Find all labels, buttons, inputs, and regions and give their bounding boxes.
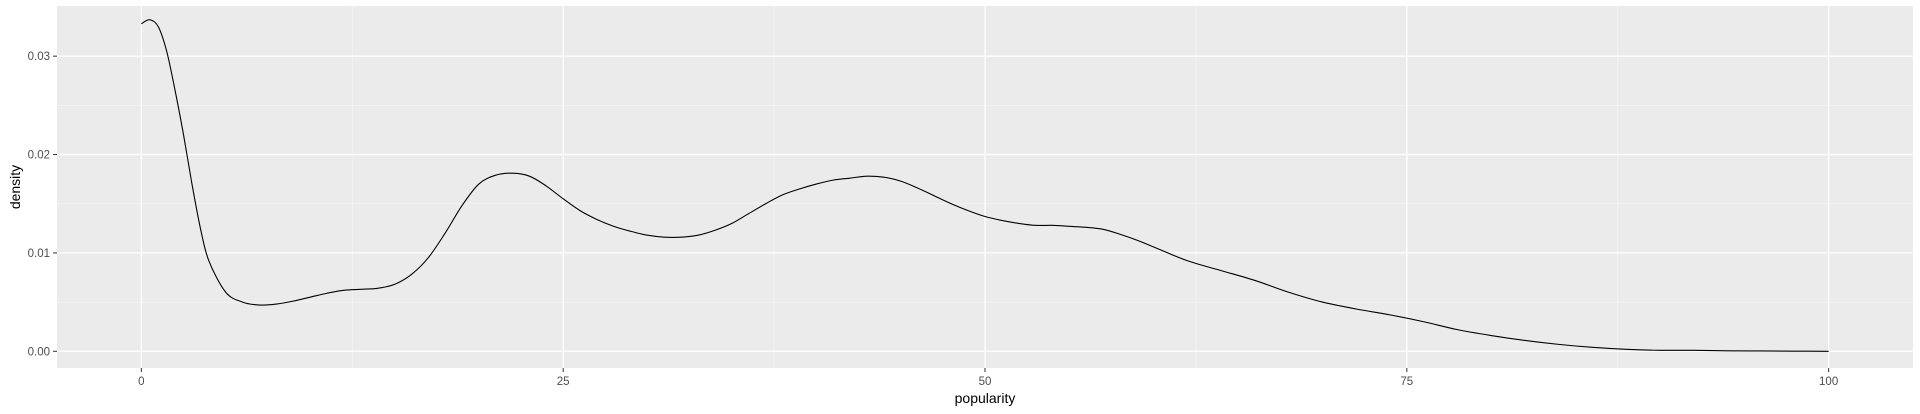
y-axis-ticks: 0.00 0.01 0.02 0.03	[28, 51, 57, 358]
y-tick-label: 0.01	[28, 248, 50, 260]
x-axis-ticks: 0 25 50 75 100	[138, 368, 1838, 388]
x-axis-title: popularity	[955, 390, 1016, 406]
x-tick-label: 0	[138, 376, 144, 388]
x-tick-label: 25	[557, 376, 570, 388]
density-curve	[141, 19, 1829, 352]
y-tick-label: 0.00	[28, 346, 50, 358]
y-tick-label: 0.03	[28, 51, 50, 63]
x-tick-label: 75	[1400, 376, 1413, 388]
y-tick-label: 0.02	[28, 150, 50, 162]
y-axis-title: density	[7, 165, 23, 209]
x-tick-label: 100	[1819, 376, 1838, 388]
x-tick-label: 50	[979, 376, 992, 388]
major-gridlines	[57, 6, 1913, 368]
